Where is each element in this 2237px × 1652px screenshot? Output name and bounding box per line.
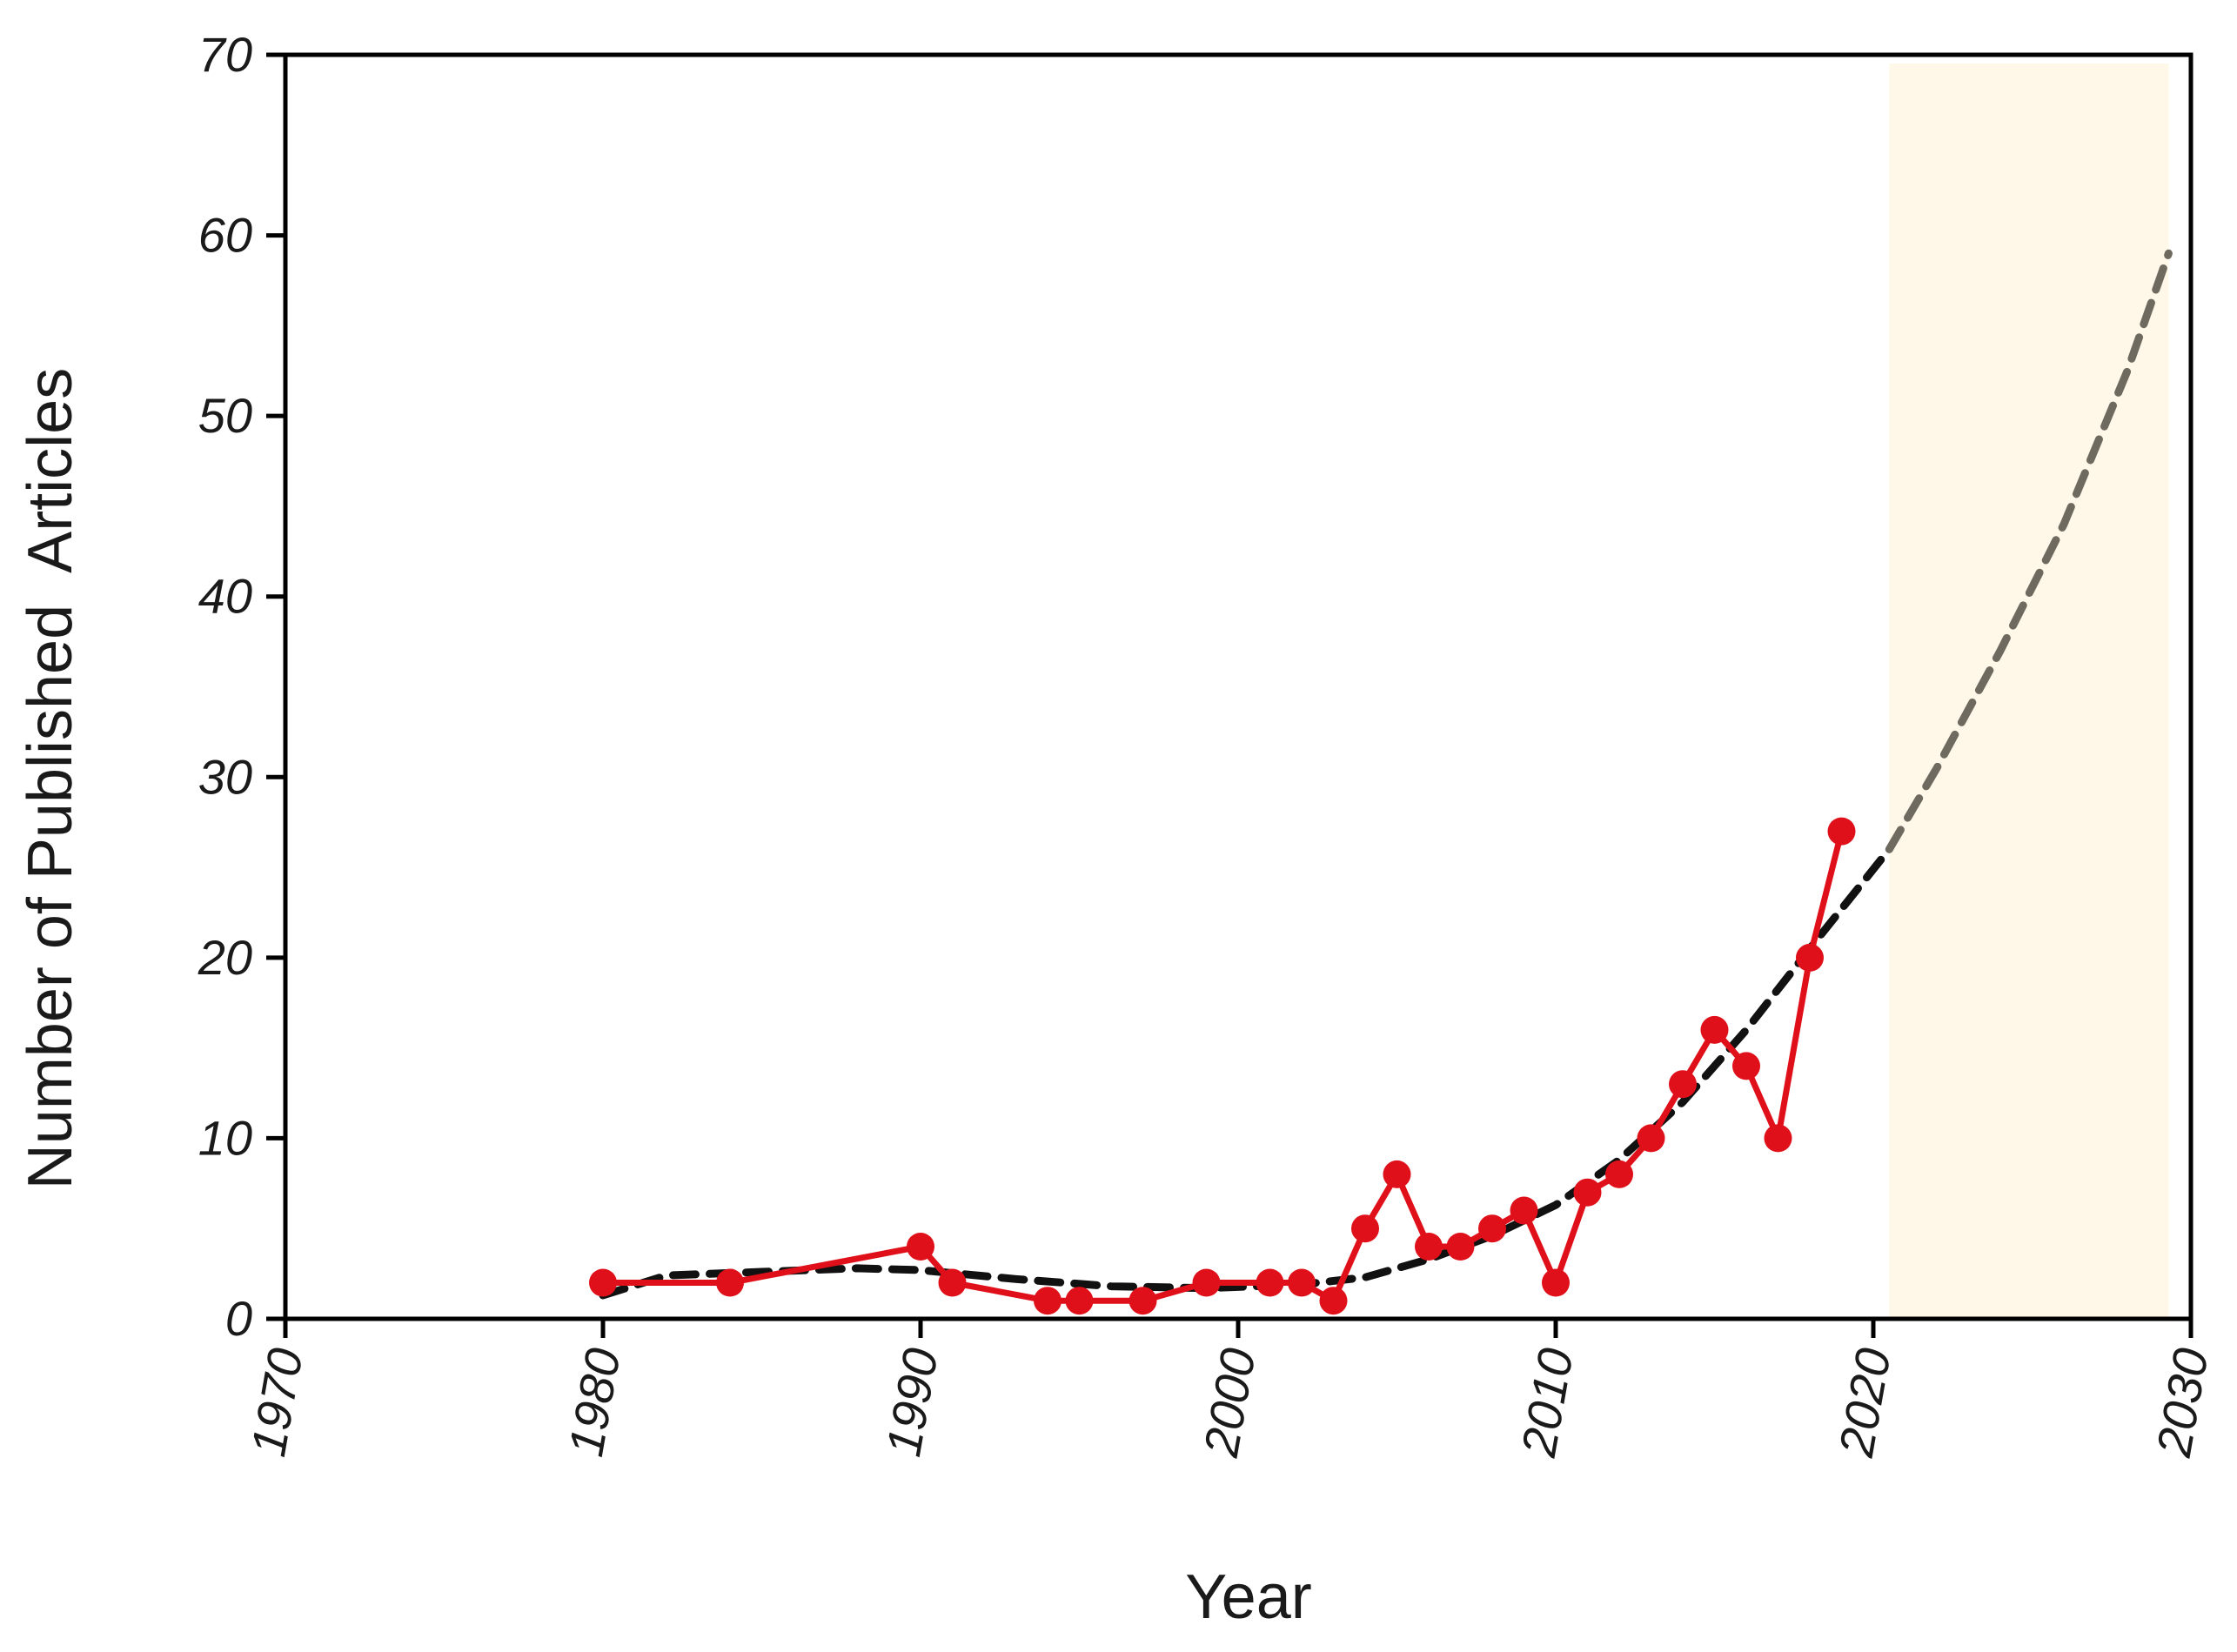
data-point <box>1415 1233 1443 1261</box>
data-point <box>589 1268 617 1297</box>
data-point <box>1383 1160 1411 1188</box>
data-point <box>938 1268 967 1297</box>
y-tick-label: 30 <box>198 749 252 804</box>
y-tick-label: 70 <box>198 27 252 82</box>
y-tick-label: 60 <box>198 208 252 263</box>
data-point <box>1669 1070 1697 1099</box>
data-point <box>1192 1268 1221 1297</box>
data-point <box>1351 1214 1379 1243</box>
data-point <box>1605 1160 1633 1188</box>
data-point <box>1129 1287 1157 1315</box>
series-line <box>599 845 1893 1300</box>
forecast-region <box>1889 64 2169 1319</box>
y-tick-label: 20 <box>198 930 252 985</box>
data-point <box>1510 1196 1538 1225</box>
data-point <box>1288 1268 1316 1297</box>
data-point <box>1796 943 1824 972</box>
x-axis-ticks: 1970 1980 1990 2000 2010 2020 2030 <box>240 1319 2219 1461</box>
series-layer <box>589 249 2173 1315</box>
data-point <box>1542 1268 1570 1297</box>
y-tick-label: 10 <box>198 1110 252 1165</box>
data-point <box>1319 1287 1348 1315</box>
x-tick-label: 1990 <box>875 1344 948 1461</box>
data-point <box>1256 1268 1284 1297</box>
series-observed <box>589 817 1856 1315</box>
x-tick-label: 2000 <box>1193 1344 1266 1461</box>
y-axis-ticks: 0 10 20 30 40 50 60 70 <box>198 27 285 1346</box>
series-line <box>1885 249 2173 853</box>
x-axis-title: Year <box>1185 1562 1311 1632</box>
y-tick-label: 40 <box>198 569 252 624</box>
x-tick-label: 2030 <box>2146 1344 2219 1461</box>
data-point <box>1637 1124 1665 1153</box>
x-tick-label: 1970 <box>240 1344 313 1461</box>
data-point <box>1700 1015 1729 1044</box>
data-point <box>1446 1233 1475 1261</box>
x-tick-label: 2010 <box>1510 1344 1584 1461</box>
data-point <box>1034 1287 1062 1315</box>
data-point <box>716 1268 744 1297</box>
series-forecast <box>1885 249 2173 853</box>
y-tick-label: 0 <box>225 1291 252 1346</box>
data-point <box>1573 1178 1602 1207</box>
x-tick-label: 2020 <box>1828 1344 1901 1461</box>
data-point <box>1827 817 1856 846</box>
data-point <box>1732 1052 1760 1080</box>
series-trend <box>599 845 1893 1300</box>
y-tick-label: 50 <box>198 388 252 443</box>
data-point <box>1764 1124 1792 1153</box>
data-point <box>1065 1287 1094 1315</box>
data-point <box>907 1233 934 1261</box>
series-line <box>603 830 1845 1304</box>
data-point <box>1478 1214 1506 1243</box>
x-tick-label: 1980 <box>558 1344 631 1461</box>
y-axis-title: Number of Published Articles <box>16 368 85 1189</box>
